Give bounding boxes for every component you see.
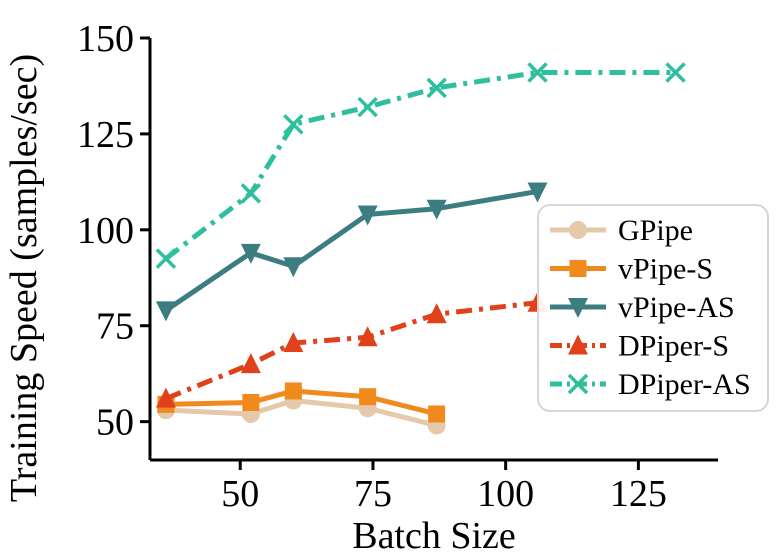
x-tick-label: 125 [610,473,667,515]
data-point-dpiper-as-stroke [155,248,177,269]
data-point-vpipe-s [242,393,260,411]
data-point-dpiper-as [665,62,686,83]
legend-label-vpipe-as: vPipe-AS [618,291,735,324]
legend-item-gpipe: GPipe [550,214,693,247]
data-point-vpipe-as [283,257,304,278]
data-point-dpiper-as-stroke [665,62,686,83]
data-point-dpiper-s [357,326,378,347]
data-point-dpiper-as [527,62,548,83]
y-tick-label: 150 [77,18,134,60]
data-point-dpiper-s [426,303,447,324]
data-point-dpiper-as [155,248,177,269]
series-line-vpipe-as [164,188,538,313]
legend-item-vpipe-as: vPipe-AS [550,291,735,324]
y-axis-title: Training Speed (samples/sec) [3,54,45,502]
legend-item-dpiper-as: DPiper-AS [550,368,751,401]
legend-marker-dpiper-s [568,334,588,355]
y-tick-label: 125 [77,114,134,156]
legend-label-gpipe: GPipe [618,214,693,247]
series-vpipe-as [155,182,548,322]
legend: GPipe vPipe-S vPipe-AS DPiper-S DPiper-AS [537,204,769,412]
data-point-dpiper-as-stroke [426,77,447,99]
data-point-vpipe-s [284,382,302,400]
legend-item-vpipe-s: vPipe-S [550,253,713,286]
legend-marker-vpipe-as [568,298,588,318]
legend-item-dpiper-s: DPiper-S [550,330,729,363]
y-tick-label: 100 [77,210,134,252]
legend-box [537,204,769,412]
plot-area [155,62,686,435]
series-line-dpiper-s [164,300,538,401]
data-point-dpiper-s [155,387,176,408]
x-tick-label: 75 [354,473,392,515]
data-point-dpiper-as-stroke [357,96,378,118]
y-tick-label: 75 [96,306,134,348]
data-point-dpiper-as-stroke [527,62,548,83]
legend-label-dpiper-s: DPiper-S [618,330,729,363]
data-point-vpipe-as [426,199,447,220]
legend-label-dpiper-as: DPiper-AS [618,368,751,401]
data-point-vpipe-as [240,243,261,264]
data-point-dpiper-as [357,96,378,118]
data-point-dpiper-s [240,353,261,374]
x-axis-title: Batch Size [352,515,516,555]
data-point-dpiper-as [283,114,304,135]
data-point-dpiper-as-stroke [240,183,262,204]
data-point-dpiper-as [240,183,262,204]
data-point-vpipe-s [359,388,377,406]
series-dpiper-as [155,62,686,269]
legend-marker-dpiper-as [567,373,589,395]
data-point-dpiper-as-stroke [283,114,304,135]
legend-marker-dpiper-as-stroke [567,373,589,395]
x-tick-label: 50 [221,473,259,515]
x-tick-label: 100 [477,473,534,515]
legend-marker-gpipe [569,221,587,239]
data-point-vpipe-s [428,405,446,423]
legend-label-vpipe-s: vPipe-S [618,253,713,286]
data-point-vpipe-as [527,182,548,203]
data-point-vpipe-as [155,301,176,322]
data-point-dpiper-as [426,77,447,99]
data-point-vpipe-as [357,205,378,226]
axes: 50 75 100 125 50 75 100 125 150 [77,18,718,515]
legend-marker-vpipe-s [569,260,587,277]
y-tick-label: 50 [96,402,134,444]
data-point-dpiper-s [283,331,304,352]
series-dpiper-s [155,291,548,408]
